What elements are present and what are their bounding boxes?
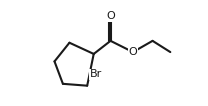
Text: O: O — [129, 47, 137, 57]
Text: O: O — [106, 11, 115, 21]
Text: Br: Br — [89, 69, 102, 80]
